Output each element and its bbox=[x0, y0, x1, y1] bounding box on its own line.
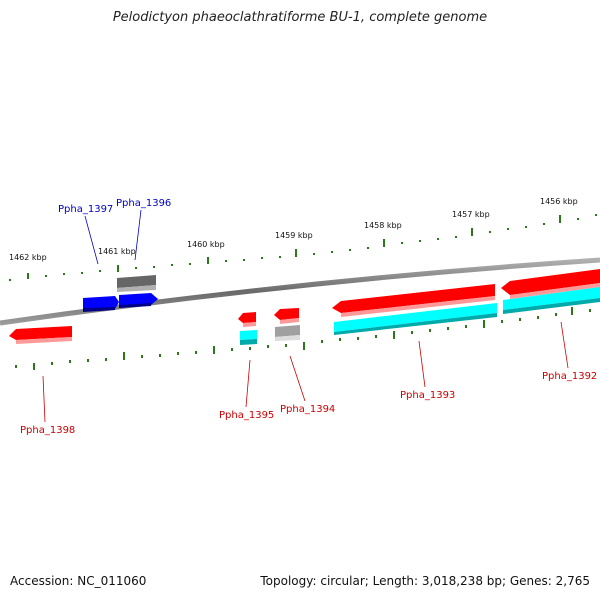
tick-label-1458: 1458 kbp bbox=[364, 221, 402, 230]
gene-ppha-1393-rna-box[interactable] bbox=[334, 303, 497, 335]
gene-label-ppha-1398: Ppha_1398 bbox=[20, 425, 75, 436]
gene-ppha-1396-pseudo-box[interactable] bbox=[117, 275, 156, 292]
gene-label-ppha-1397: Ppha_1397 bbox=[58, 204, 113, 215]
gene-label-ppha-1393: Ppha_1393 bbox=[400, 390, 455, 401]
gene-ppha-1395-arrow[interactable] bbox=[238, 312, 256, 327]
lower-tick-row bbox=[15, 307, 591, 370]
gene-ppha-1397-arrow[interactable] bbox=[83, 296, 119, 312]
upper-tick-row bbox=[9, 214, 597, 281]
gene-label-ppha-1395: Ppha_1395 bbox=[219, 410, 274, 421]
topology-text: Topology: circular; Length: 3,018,238 bp… bbox=[260, 574, 590, 588]
gene-ppha-1394-arrow[interactable] bbox=[274, 308, 299, 324]
tick-label-1459: 1459 kbp bbox=[275, 231, 313, 240]
gene-ppha-1396-arrow[interactable] bbox=[119, 293, 158, 308]
accession-text: Accession: NC_011060 bbox=[10, 574, 147, 588]
tick-label-1456: 1456 kbp bbox=[540, 197, 578, 206]
gene-ppha-1392-rna-box[interactable] bbox=[503, 287, 600, 314]
gene-label-ppha-1396: Ppha_1396 bbox=[116, 198, 171, 209]
gene-label-ppha-1394: Ppha_1394 bbox=[280, 404, 335, 415]
gene-ppha-1392-arrow[interactable] bbox=[501, 269, 600, 299]
gene-ppha-1393-arrow[interactable] bbox=[332, 284, 495, 317]
tick-label-1460: 1460 kbp bbox=[187, 240, 225, 249]
tick-label-1461: 1461 kbp bbox=[98, 247, 136, 256]
tick-label-1462: 1462 kbp bbox=[9, 253, 47, 262]
gene-ppha-1398-arrow[interactable] bbox=[9, 326, 72, 344]
gene-ppha-1394-pseudo-box[interactable] bbox=[275, 325, 300, 341]
tick-label-1457: 1457 kbp bbox=[452, 210, 490, 219]
map-title: Pelodictyon phaeoclathratiforme BU-1, co… bbox=[112, 10, 488, 25]
leader-lines bbox=[42, 209, 569, 423]
gene-label-ppha-1392: Ppha_1392 bbox=[542, 371, 597, 382]
gene-ppha-1395-rna-box[interactable] bbox=[240, 330, 257, 345]
